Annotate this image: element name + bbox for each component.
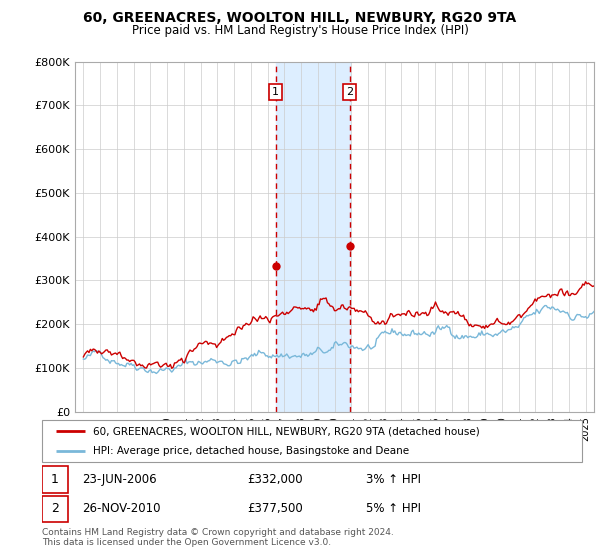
Text: 1: 1 bbox=[51, 473, 59, 486]
FancyBboxPatch shape bbox=[42, 420, 582, 462]
Text: HPI: Average price, detached house, Basingstoke and Deane: HPI: Average price, detached house, Basi… bbox=[94, 446, 409, 456]
Text: 2: 2 bbox=[346, 87, 353, 97]
Bar bbox=[275, 62, 350, 412]
Text: 60, GREENACRES, WOOLTON HILL, NEWBURY, RG20 9TA: 60, GREENACRES, WOOLTON HILL, NEWBURY, R… bbox=[83, 11, 517, 25]
Text: 5% ↑ HPI: 5% ↑ HPI bbox=[366, 502, 421, 515]
Text: 60, GREENACRES, WOOLTON HILL, NEWBURY, RG20 9TA (detached house): 60, GREENACRES, WOOLTON HILL, NEWBURY, R… bbox=[94, 426, 480, 436]
Text: £332,000: £332,000 bbox=[247, 473, 303, 486]
FancyBboxPatch shape bbox=[42, 496, 68, 522]
Text: 2: 2 bbox=[51, 502, 59, 515]
Text: £377,500: £377,500 bbox=[247, 502, 303, 515]
Text: 1: 1 bbox=[272, 87, 279, 97]
Text: 3% ↑ HPI: 3% ↑ HPI bbox=[366, 473, 421, 486]
Text: 26-NOV-2010: 26-NOV-2010 bbox=[83, 502, 161, 515]
Text: 23-JUN-2006: 23-JUN-2006 bbox=[83, 473, 157, 486]
Text: Price paid vs. HM Land Registry's House Price Index (HPI): Price paid vs. HM Land Registry's House … bbox=[131, 24, 469, 36]
FancyBboxPatch shape bbox=[42, 466, 68, 493]
Text: Contains HM Land Registry data © Crown copyright and database right 2024.
This d: Contains HM Land Registry data © Crown c… bbox=[42, 528, 394, 547]
